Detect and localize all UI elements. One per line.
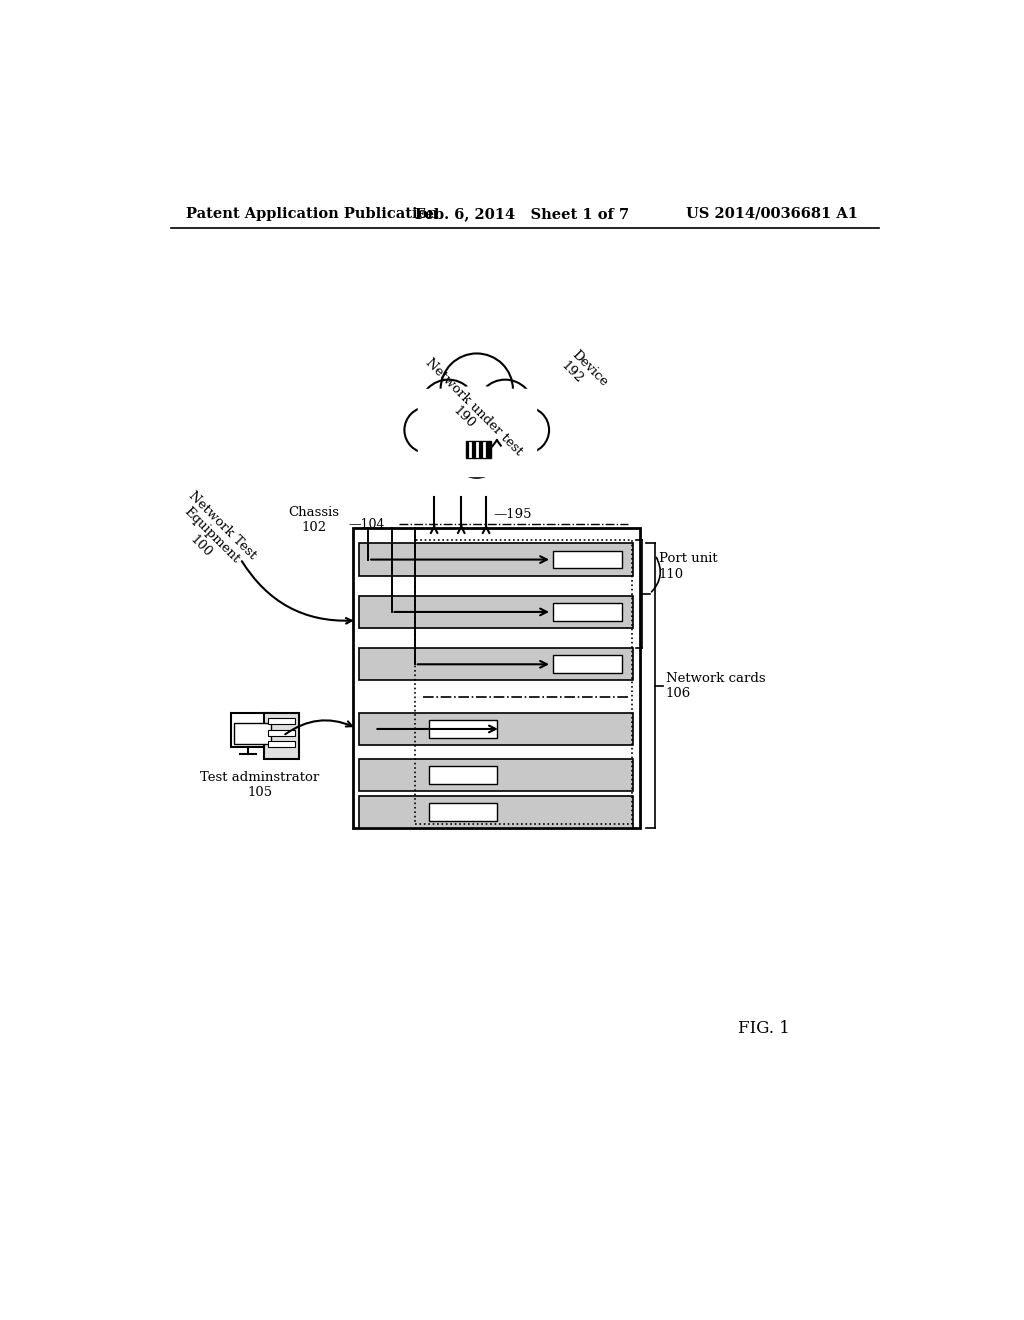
Bar bbox=[267, 718, 295, 725]
Bar bbox=[429, 804, 497, 821]
Bar bbox=[359, 796, 633, 829]
Circle shape bbox=[470, 421, 522, 473]
Circle shape bbox=[477, 380, 534, 436]
Bar bbox=[231, 713, 273, 747]
Bar bbox=[359, 713, 633, 744]
Text: FIG. 1: FIG. 1 bbox=[737, 1020, 790, 1038]
Circle shape bbox=[454, 432, 500, 478]
Bar bbox=[359, 595, 633, 628]
Text: Device
192: Device 192 bbox=[558, 348, 610, 400]
Text: Network cards
106: Network cards 106 bbox=[666, 672, 766, 700]
Bar bbox=[359, 648, 633, 681]
Text: Test adminstrator
105: Test adminstrator 105 bbox=[200, 771, 319, 799]
Bar bbox=[352, 528, 640, 829]
Text: Chassis
102: Chassis 102 bbox=[289, 506, 340, 535]
Bar bbox=[359, 544, 633, 576]
Bar bbox=[267, 742, 295, 747]
Bar bbox=[433, 389, 520, 475]
Text: —195: —195 bbox=[494, 508, 532, 520]
Bar bbox=[466, 441, 490, 458]
Bar bbox=[554, 656, 622, 673]
Bar bbox=[554, 550, 622, 569]
Circle shape bbox=[431, 421, 483, 473]
Bar bbox=[267, 730, 295, 737]
Circle shape bbox=[442, 385, 511, 454]
Text: Feb. 6, 2014   Sheet 1 of 7: Feb. 6, 2014 Sheet 1 of 7 bbox=[415, 207, 629, 220]
Text: Network under test
190: Network under test 190 bbox=[413, 356, 525, 469]
Text: —104: —104 bbox=[349, 517, 385, 531]
Bar bbox=[415, 540, 632, 825]
Text: Patent Application Publication: Patent Application Publication bbox=[186, 207, 438, 220]
Text: Port unit
110: Port unit 110 bbox=[658, 553, 718, 581]
Bar bbox=[554, 603, 622, 620]
Bar bbox=[263, 713, 299, 759]
Bar bbox=[234, 723, 270, 744]
Circle shape bbox=[503, 407, 549, 453]
Text: Network Test
Equipment
100: Network Test Equipment 100 bbox=[165, 488, 259, 582]
Text: US 2014/0036681 A1: US 2014/0036681 A1 bbox=[686, 207, 858, 220]
Bar bbox=[429, 721, 497, 738]
Bar bbox=[359, 759, 633, 792]
Bar bbox=[429, 767, 497, 784]
Bar bbox=[418, 389, 536, 457]
Circle shape bbox=[420, 380, 477, 436]
Circle shape bbox=[404, 407, 451, 453]
Circle shape bbox=[440, 354, 513, 425]
